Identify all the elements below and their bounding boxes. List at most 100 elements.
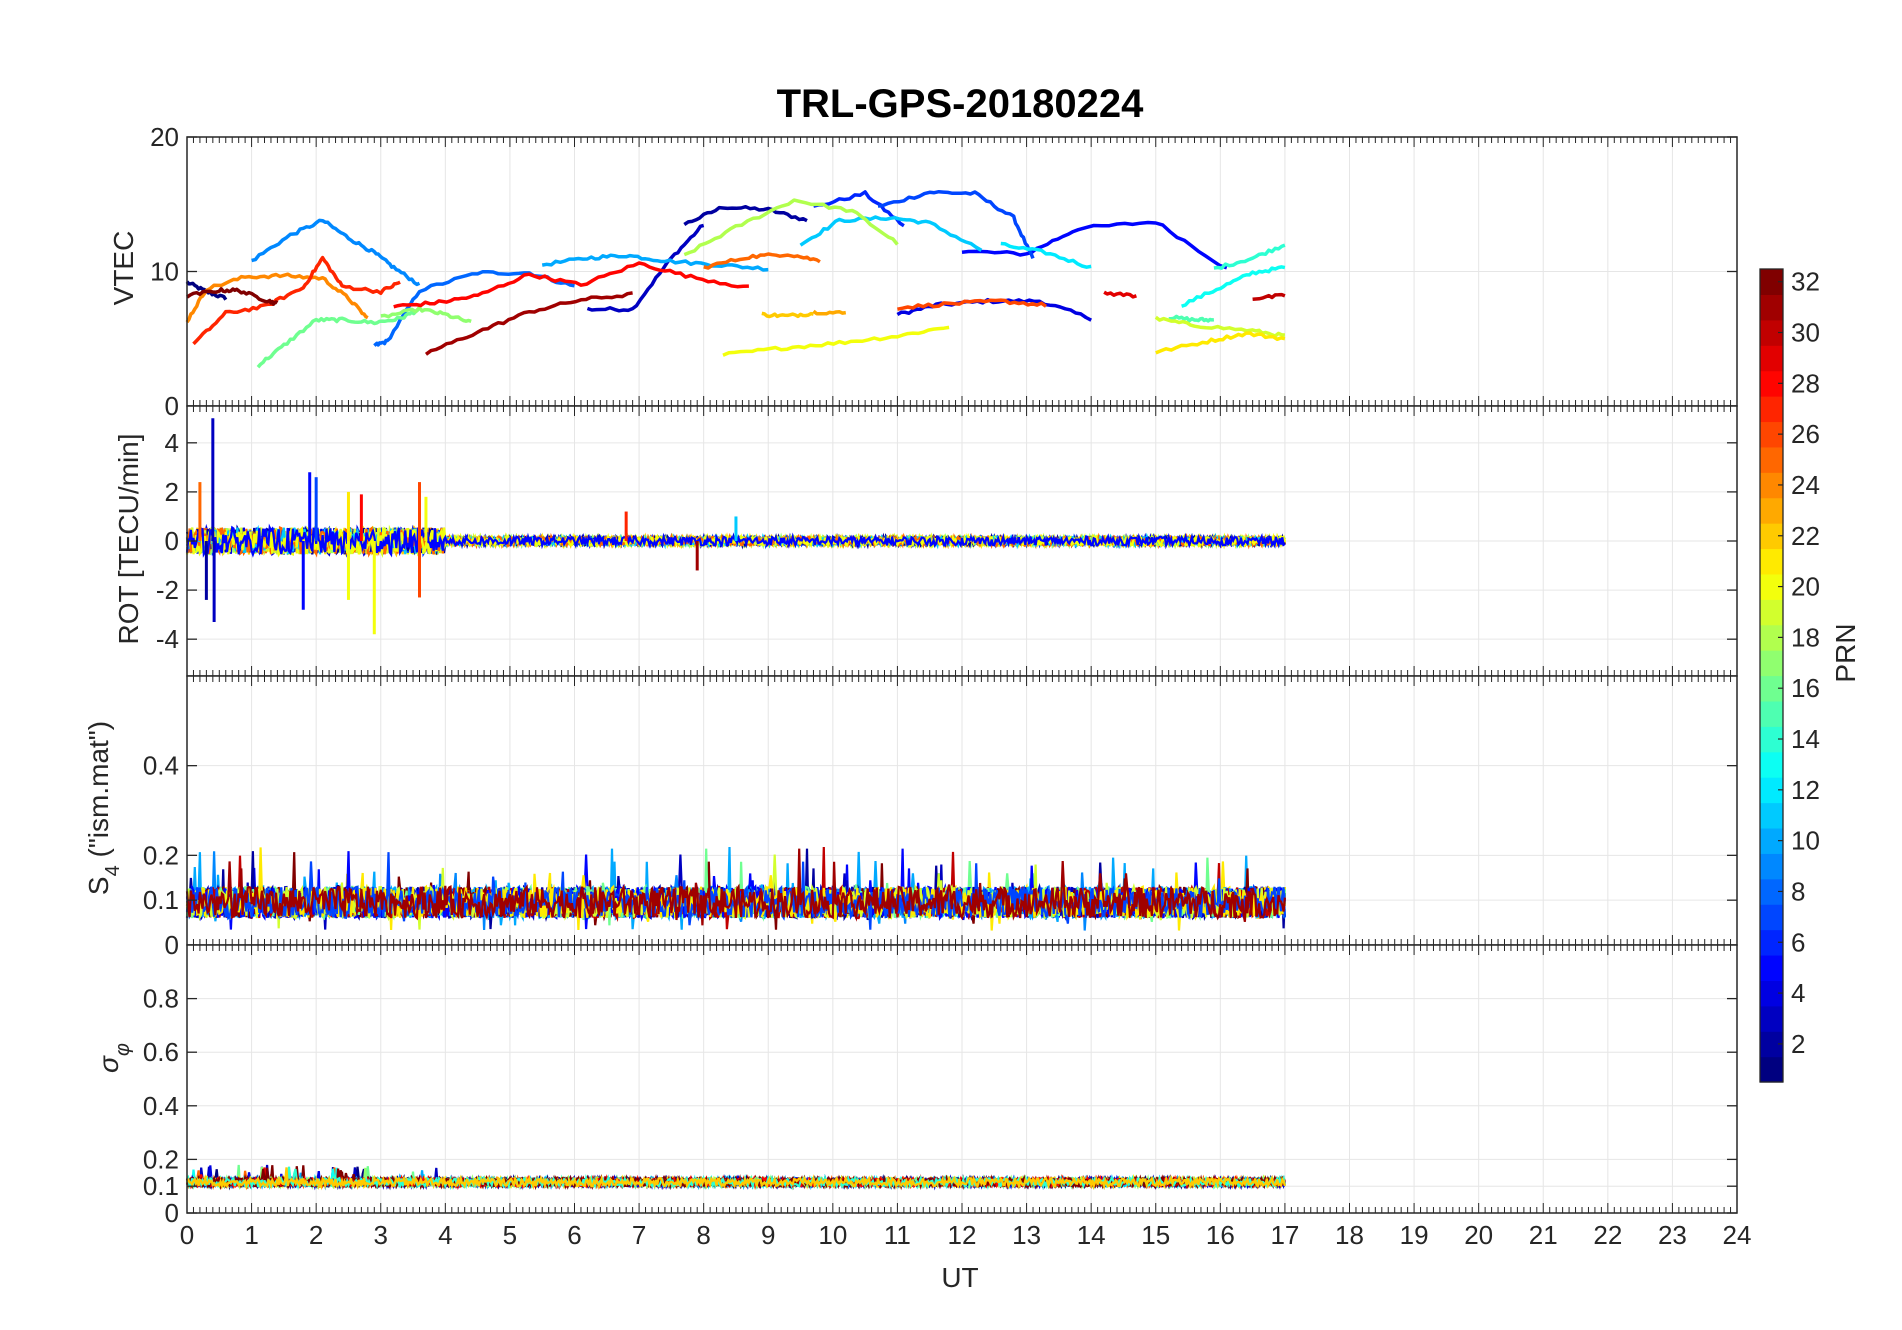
colorbar-swatch [1760, 294, 1783, 321]
vtec-line-prn-9 [251, 218, 421, 287]
y-axis-label-sigma-phi: σφ [93, 1043, 134, 1073]
colorbar-tick-label: 16 [1791, 673, 1820, 703]
colorbar-swatch [1760, 650, 1783, 677]
colorbar-swatch [1760, 853, 1783, 880]
x-tick-label: 18 [1335, 1220, 1364, 1250]
colorbar-tick-label: 24 [1791, 470, 1820, 500]
colorbar-swatch [1760, 599, 1783, 626]
x-tick-label: 22 [1593, 1220, 1622, 1250]
y-tick-label: -2 [156, 575, 179, 605]
colorbar-swatch [1760, 345, 1783, 372]
colorbar-swatch [1760, 421, 1783, 448]
plot-area-s4 [185, 846, 1286, 931]
panel-frame [186, 944, 1738, 1214]
colorbar-swatch [1760, 980, 1783, 1007]
x-tick-label: 10 [818, 1220, 847, 1250]
x-tick-label: 9 [761, 1220, 775, 1250]
x-tick-label: 24 [1723, 1220, 1752, 1250]
x-axis-ticks: 0 1 2 3 4 5 6 7 8 9 10 11 12 13 14 15 16 17 18 19 20 21 22 23 24 [180, 1220, 1752, 1250]
vtec-line-prn-22 [761, 311, 814, 319]
panel-vtec: 0 10 20 VTEC [108, 122, 1738, 421]
x-tick-label: 17 [1270, 1220, 1299, 1250]
plot-area-vtec [185, 189, 1286, 369]
x-tick-label: 7 [632, 1220, 646, 1250]
y-ticks: 0 0.1 0.2 0.4 [143, 675, 1738, 960]
x-axis-label: UT [941, 1262, 978, 1293]
y-ticks: -4 -2 0 2 4 [156, 405, 1738, 677]
y-tick-label: 10 [150, 257, 179, 287]
colorbar-tick-label: 10 [1791, 826, 1820, 856]
colorbar-tick-label: 22 [1791, 521, 1820, 551]
colorbar-tick-label: 8 [1791, 876, 1805, 906]
colorbar-swatch [1760, 675, 1783, 702]
x-tick-label: 23 [1658, 1220, 1687, 1250]
colorbar-label: PRN [1830, 623, 1861, 682]
colorbar-swatch [1760, 370, 1783, 397]
vtec-line-prn-27 [192, 255, 401, 346]
colorbar-tick-label: 20 [1791, 572, 1820, 602]
vtec-line-prn-26 [897, 298, 1047, 311]
vtec-line-prn-28 [393, 261, 749, 309]
colorbar-swatch [1760, 624, 1783, 651]
colorbar-tick-label: 14 [1791, 724, 1820, 754]
vtec-line-prn-32 [186, 287, 279, 306]
vtec-line-prn-29 [1103, 290, 1137, 299]
vtec-line-prn-25 [703, 252, 821, 270]
x-tick-label: 14 [1077, 1220, 1106, 1250]
vtec-line-prn-13 [1181, 265, 1286, 308]
s4-trace-prn-31 [185, 848, 1286, 926]
y-tick-label: 20 [150, 122, 179, 152]
x-tick-label: 21 [1529, 1220, 1558, 1250]
vtec-line-prn-12 [1000, 241, 1092, 269]
x-tick-label: 12 [948, 1220, 977, 1250]
colorbar-tick-label: 6 [1791, 927, 1805, 957]
y-ticks: 00.10.2 0.4 0.6 0.8 [143, 944, 1738, 1228]
colorbar-tick-label: 32 [1791, 267, 1820, 297]
panel-s4: 0 0.1 0.2 0.4 S4 ("ism.mat") [83, 675, 1738, 960]
vtec-line-prn-19 [1154, 315, 1286, 338]
x-tick-label: 16 [1206, 1220, 1235, 1250]
y-tick-label: 0 [165, 930, 179, 960]
y-tick-label: 0.8 [143, 984, 179, 1014]
plot-area-rot [185, 418, 1286, 635]
x-tick-label: 3 [374, 1220, 388, 1250]
colorbar-tick-label: 28 [1791, 368, 1820, 398]
colorbar-swatch [1760, 472, 1783, 499]
colorbar-swatch [1760, 497, 1783, 524]
colorbar-frame [1759, 268, 1784, 1083]
colorbar-swatch [1760, 751, 1783, 778]
y-tick-label: 0.6 [143, 1037, 179, 1067]
vtec-line-prn-23 [812, 309, 847, 316]
x-tick-label: 11 [884, 1220, 911, 1250]
colorbar-swatch [1760, 802, 1783, 829]
y-tick-label: 0.4 [143, 1091, 179, 1121]
y-tick-label: 0.2 [143, 1144, 179, 1174]
x-tick-label: 0 [180, 1220, 194, 1250]
colorbar-swatch [1760, 700, 1783, 727]
chart-title: TRL-GPS-20180224 [777, 82, 1145, 126]
x-tick-label: 5 [503, 1220, 517, 1250]
vtec-line-prn-20 [722, 325, 950, 357]
colorbar-swatch [1760, 904, 1783, 931]
colorbar-swatch [1760, 1031, 1783, 1058]
colorbar-swatch [1760, 269, 1783, 296]
y-tick-label: 4 [165, 428, 179, 458]
vtec-line-prn-21 [1155, 331, 1286, 355]
colorbar-swatch [1760, 446, 1783, 473]
vtec-line-prn-16 [256, 306, 421, 369]
sigma-phi-trace-prn-22 [186, 1167, 1286, 1191]
colorbar-swatch [1760, 777, 1783, 804]
y-tick-label: 0.4 [143, 751, 179, 781]
vtec-line-prn-10 [541, 253, 769, 272]
colorbar-tick-label: 30 [1791, 318, 1820, 348]
vtec-line-prn-14 [1213, 243, 1286, 270]
vtec-line-prn-3 [586, 223, 705, 313]
y-tick-label: 0 [165, 526, 179, 556]
y-tick-label: 0.2 [143, 840, 179, 870]
colorbar-swatch [1760, 573, 1783, 600]
x-tick-label: 4 [438, 1220, 452, 1250]
y-tick-label: 0.1 [143, 885, 179, 915]
y-tick-label: -4 [156, 624, 179, 654]
colorbar-tick-label: 18 [1791, 622, 1820, 652]
